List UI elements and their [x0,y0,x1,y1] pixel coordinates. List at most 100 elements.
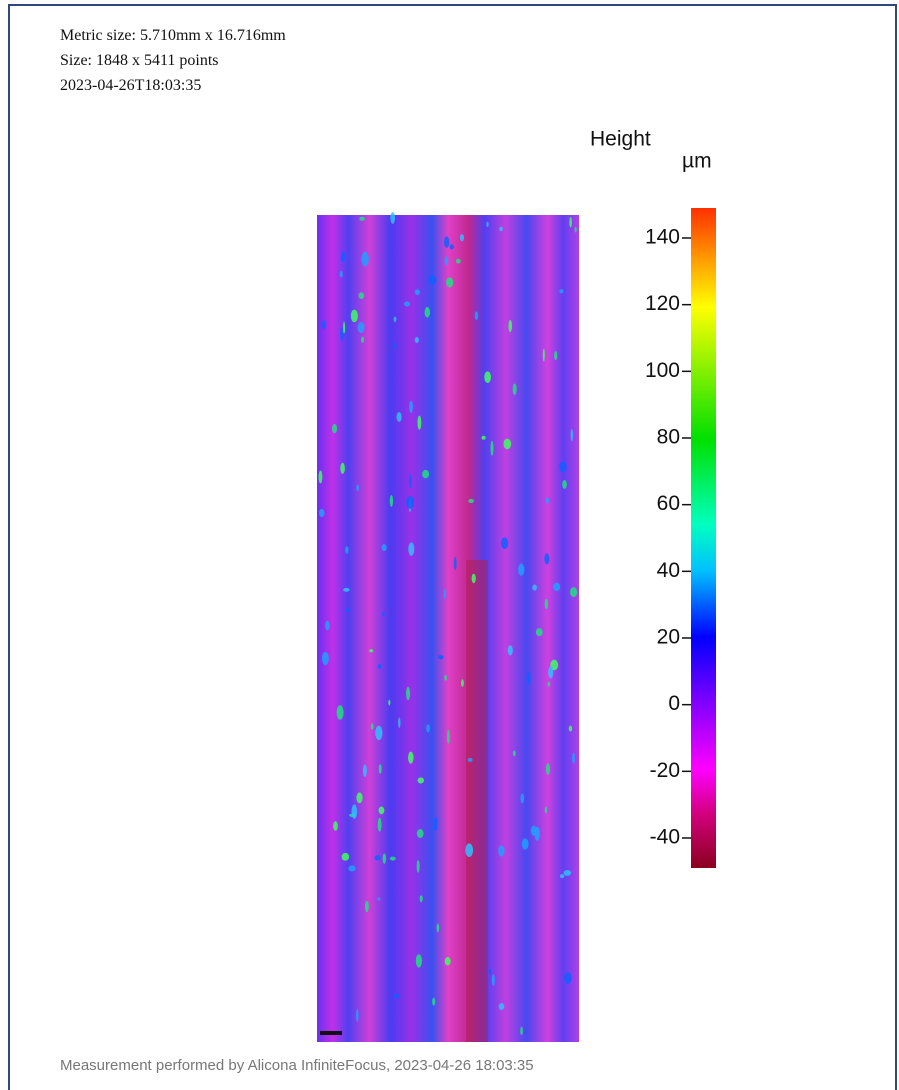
speckle [499,226,503,232]
speckle [417,415,422,430]
speckle [348,865,356,872]
tick-label: -20 [650,759,680,782]
speckle [370,723,374,730]
speckle [548,666,554,679]
speckle [444,957,451,966]
speckle [481,435,486,440]
speckle [461,679,464,687]
speckle [319,508,325,518]
speckle [446,729,450,744]
speckle [520,1026,523,1036]
speckle [408,542,415,556]
tick-label: 60 [657,492,680,515]
speckle [398,717,401,729]
speckle [512,750,516,757]
tick-label: -40 [650,826,680,849]
speckle [382,853,387,864]
header-line: 2023-04-26T18:03:35 [60,77,201,94]
speckle [471,573,476,584]
speckle [562,479,567,489]
speckle [498,1003,505,1011]
header: Metric size: 5.710mm x 16.716mm Size: 18… [60,27,286,94]
speckle [559,289,564,294]
footer: Measurement performed by Alicona Infinit… [60,1057,534,1074]
speckle [363,764,367,777]
speckle [453,556,457,571]
speckle [449,244,454,250]
speckle [507,645,513,656]
speckle [333,821,338,831]
speckle [500,537,509,550]
speckle [474,311,479,321]
speckle [408,751,414,764]
speckle [378,764,382,774]
speckle [426,724,430,733]
speckle [553,582,561,592]
speckle [417,777,424,784]
speckle [382,611,385,617]
speckle [390,212,396,224]
speckle [336,705,344,720]
speckle [377,817,382,832]
speckle [388,699,391,706]
speckle [389,856,396,861]
header-line: Size: 1848 x 5411 points [60,52,219,69]
speckle [547,681,551,687]
tick-label: 140 [645,226,680,249]
speckle [339,270,343,278]
speckle [508,319,513,333]
speckle [544,598,549,610]
speckle [393,993,400,999]
speckle [389,495,394,507]
speckle [572,752,576,764]
tick-label: 80 [657,426,680,449]
speckle [377,664,382,670]
speckle [375,725,383,741]
speckle [357,322,365,334]
speckle [341,852,350,861]
speckle [468,498,475,503]
speckle [530,825,537,836]
speckle [377,897,381,901]
speckle [428,275,437,285]
speckle [318,470,323,484]
speckle [574,226,577,233]
scale-bar [320,1031,342,1035]
speckle [345,608,351,612]
speckle [416,860,420,873]
speckle [332,423,338,434]
speckle [518,563,525,576]
speckle [521,838,529,850]
speckle [559,874,565,879]
speckle [351,804,358,819]
speckle [484,371,492,383]
speckle [378,806,385,815]
height-map-groove [466,560,488,1042]
speckle [520,793,525,804]
height-map-image [317,215,579,1042]
speckle [356,1008,359,1022]
speckle [415,954,422,968]
speckle [406,686,411,701]
speckle [381,544,387,552]
speckle [569,216,572,228]
speckle [544,553,550,565]
speckle [455,258,461,264]
speckle [445,277,454,288]
speckle [437,655,444,660]
tick-label: 100 [645,359,680,382]
speckle [545,497,550,504]
speckle [365,900,369,913]
speckle [369,649,374,653]
speckle [488,968,492,975]
speckle [563,870,572,876]
speckle [422,469,430,479]
speckle [432,997,436,1006]
speckle [459,234,464,242]
height-map [317,212,579,1042]
speckle [403,301,411,307]
speckle [544,806,548,814]
speckle [542,348,545,362]
